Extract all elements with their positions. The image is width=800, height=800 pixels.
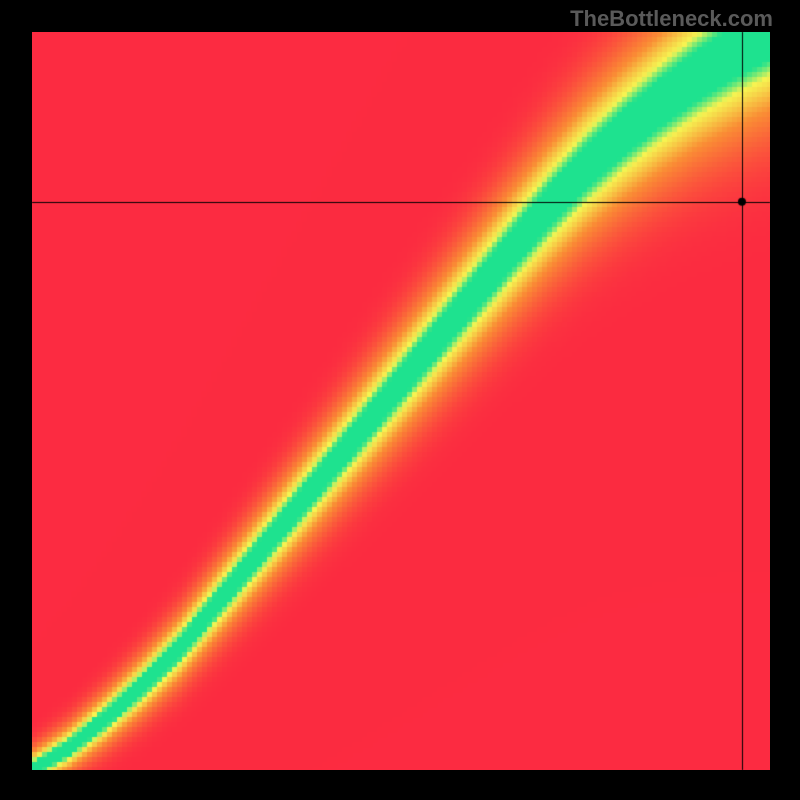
crosshair-overlay bbox=[0, 0, 800, 800]
chart-container: { "image_size": { "width": 800, "height"… bbox=[0, 0, 800, 800]
